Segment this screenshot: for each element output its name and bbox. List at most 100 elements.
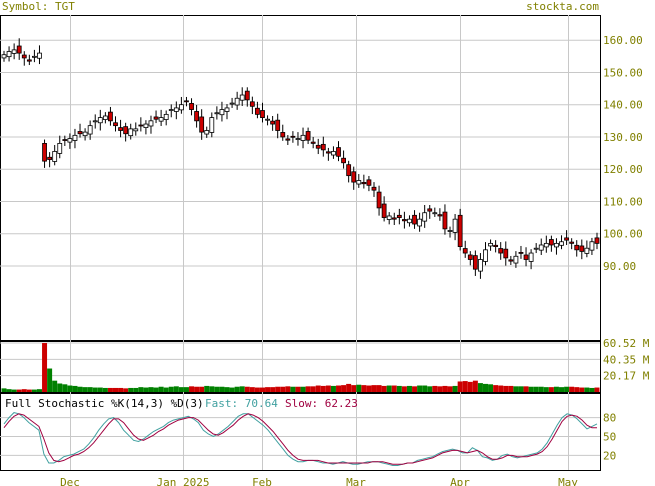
candle-body [351, 171, 357, 183]
candle-body [229, 102, 235, 105]
candle-body [199, 116, 205, 133]
candle-body [478, 259, 483, 272]
volume-bar [295, 386, 301, 392]
volume-bar [138, 387, 144, 392]
volume-tick-label: 40.35 M [603, 353, 650, 366]
candle-body [92, 120, 98, 123]
stochastic-slow-line [3, 413, 597, 465]
volume-bars-group [1, 343, 600, 392]
candle-body [381, 203, 387, 218]
volume-bar [396, 385, 402, 392]
volume-bar [16, 389, 22, 392]
candle-body [148, 120, 154, 127]
candle-body [47, 156, 53, 160]
candle-body [128, 128, 134, 137]
candle-body [412, 214, 417, 225]
volume-bar [67, 385, 73, 392]
candle-body [396, 214, 402, 218]
volume-bar [422, 385, 428, 392]
volume-bar [26, 389, 32, 392]
volume-bar [239, 386, 245, 392]
site-label: stockta.com [526, 0, 599, 13]
candle-body [508, 259, 514, 262]
volume-bar [452, 385, 458, 392]
candle-body [472, 255, 478, 270]
volume-bar [148, 387, 154, 392]
price-tick-label: 130.00 [603, 131, 643, 144]
candle-body [594, 237, 600, 244]
volume-bar [376, 385, 382, 392]
candle-body [87, 125, 93, 135]
candle-body [52, 151, 58, 162]
volume-bar [52, 380, 58, 392]
candle-body [265, 118, 270, 121]
candle-body [244, 90, 250, 101]
candle-body [173, 107, 179, 112]
volume-bar [254, 387, 260, 392]
volume-bar [564, 386, 570, 392]
price-tick-label: 110.00 [603, 195, 643, 208]
candle-body [204, 130, 210, 135]
candle-body [361, 182, 367, 185]
volume-bar [518, 386, 524, 392]
volume-bar [123, 388, 129, 392]
volume-bar [280, 386, 286, 392]
candle-body [356, 180, 362, 185]
candle-body [249, 101, 255, 107]
volume-bar [579, 387, 585, 392]
candle-body [219, 109, 225, 116]
volume-bar [417, 385, 423, 392]
candle-body [224, 107, 230, 112]
candle-body [37, 52, 42, 59]
candle-body [16, 45, 22, 54]
candle-body [153, 116, 159, 120]
volume-bar [325, 385, 331, 392]
x-tick-label: Apr [450, 476, 470, 486]
candle-body [569, 241, 575, 244]
volume-bar [11, 389, 17, 392]
candle-body [442, 211, 448, 230]
volume-bar [351, 385, 357, 392]
volume-bar [275, 386, 281, 392]
slow-value: Slow: 62.23 [285, 397, 358, 410]
volume-bar [548, 387, 554, 392]
volume-bar [47, 368, 53, 392]
candle-body [488, 242, 493, 247]
candle-body [184, 100, 189, 103]
candle-body [102, 115, 108, 120]
candle-body [77, 131, 83, 135]
volume-bar [538, 386, 544, 392]
candle-body [320, 143, 326, 151]
candle-body [72, 134, 78, 141]
x-tick-label: Dec [60, 476, 80, 486]
volume-tick-label: 60.52 M [603, 337, 650, 350]
candle-body [574, 244, 580, 251]
volume-bar [153, 387, 159, 392]
candle-body [285, 138, 291, 141]
volume-bar [472, 380, 478, 392]
candle-body [386, 215, 392, 220]
volume-bar [493, 385, 499, 392]
volume-bar [183, 387, 189, 392]
volume-bar [219, 386, 225, 392]
candle-body [498, 248, 504, 254]
volume-bar [336, 385, 342, 392]
volume-bar [391, 385, 397, 392]
candle-body [194, 111, 199, 122]
x-tick-label: Mar [346, 476, 366, 486]
candle-body [366, 179, 372, 186]
candle-body [543, 242, 549, 248]
candle-body [57, 142, 63, 154]
candle-body [189, 103, 194, 110]
candle-body [133, 128, 139, 132]
candle-body [113, 122, 118, 127]
volume-bar [584, 387, 590, 392]
candle-body [300, 134, 306, 141]
candle-body [422, 212, 428, 222]
candle-body [518, 252, 524, 254]
candle-body [11, 49, 17, 54]
volume-bar [406, 385, 412, 392]
volume-bar [503, 385, 509, 392]
price-tick-label: 150.00 [603, 66, 643, 79]
